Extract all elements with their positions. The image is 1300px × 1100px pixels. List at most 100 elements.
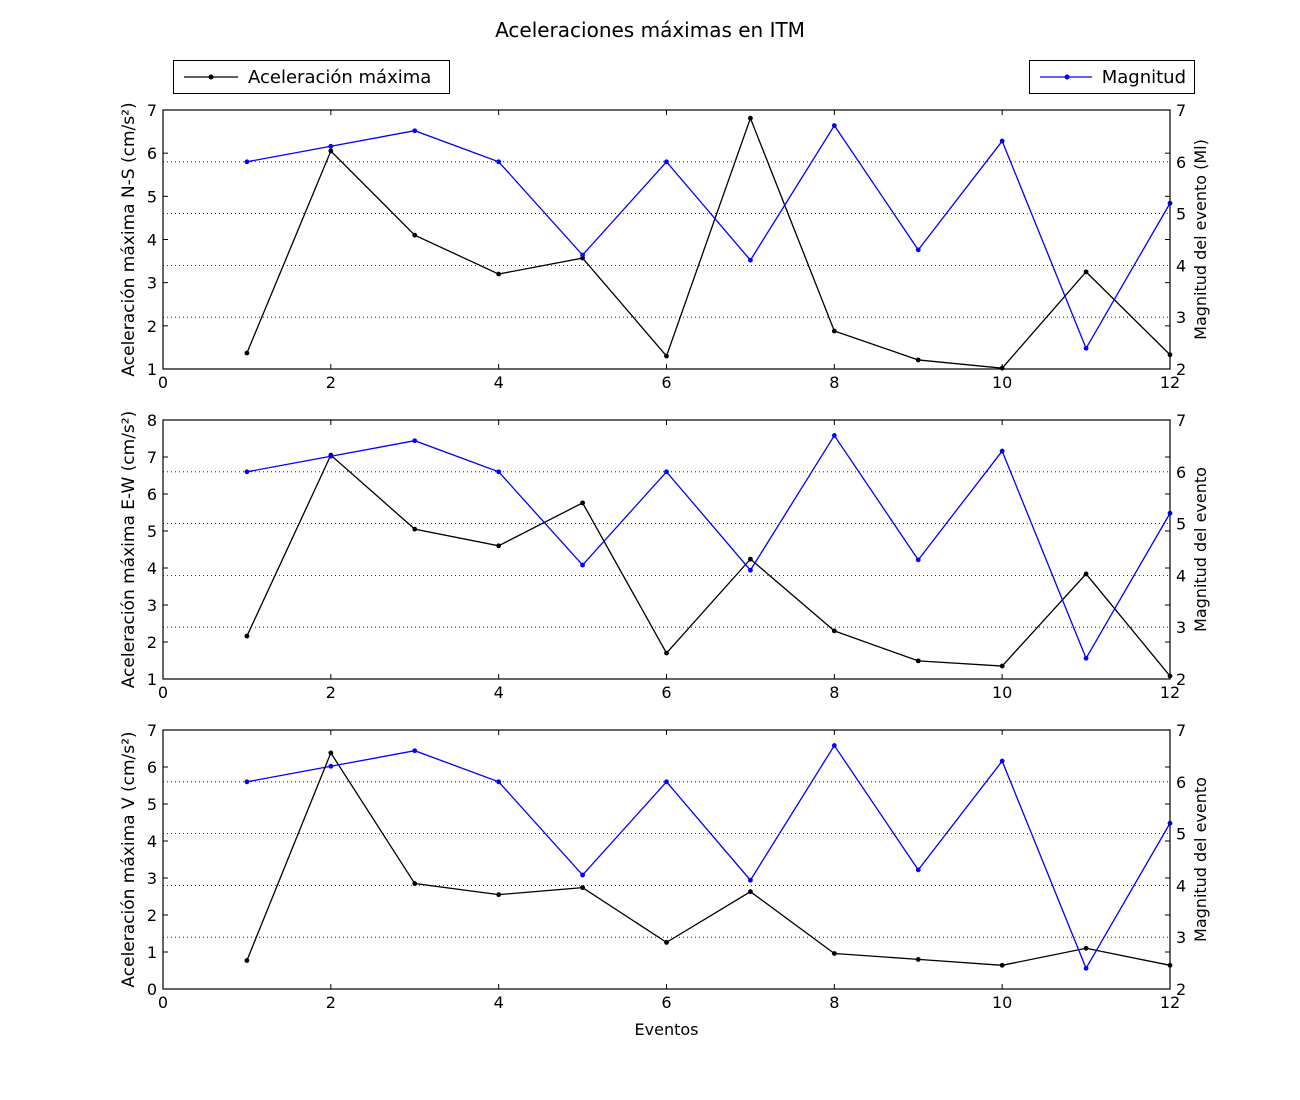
y2-axis-label: Magnitud del evento (Ml) [1191, 139, 1210, 340]
x-tick-label: 10 [992, 373, 1012, 392]
y-tick-label: 5 [147, 187, 157, 206]
x-tick-label: 8 [829, 683, 839, 702]
data-point-acceleration [580, 500, 585, 506]
data-point-acceleration [999, 962, 1005, 968]
series-line-acceleration [246, 116, 1171, 369]
legend-swatch-acceleration [184, 74, 238, 80]
data-point-acceleration [580, 255, 585, 261]
data-point-acceleration [915, 658, 921, 664]
y2-tick-label: 2 [1176, 980, 1186, 999]
data-point-magnitude [1083, 345, 1089, 351]
x-tick-label: 12 [1160, 993, 1180, 1012]
y-tick-label: 1 [147, 670, 157, 689]
y-axis-label: Aceleración máxima V (cm/s²) [119, 731, 139, 987]
data-point-acceleration [915, 357, 921, 363]
data-point-magnitude [412, 438, 418, 444]
data-point-magnitude [915, 557, 921, 563]
y2-tick-label: 3 [1176, 618, 1186, 637]
data-point-magnitude [328, 143, 334, 149]
y-tick-label: 1 [147, 360, 157, 379]
data-point-magnitude [244, 779, 250, 785]
y2-tick-label: 2 [1176, 670, 1186, 689]
y2-tick-label: 6 [1176, 463, 1186, 482]
x-tick-label: 12 [1160, 373, 1180, 392]
y-tick-label: 6 [147, 485, 157, 504]
y2-tick-label: 4 [1176, 566, 1186, 585]
y-tick-label: 4 [147, 231, 157, 250]
data-point-acceleration [328, 750, 334, 756]
data-point-acceleration [1167, 673, 1173, 679]
series-line-magnitude [246, 434, 1171, 660]
y2-axis-label: Magnitud del evento [1191, 467, 1210, 632]
legend-label-magnitude: Magnitud [1101, 66, 1186, 88]
y-tick-label: 6 [147, 144, 157, 163]
y-tick-label: 0 [147, 980, 157, 999]
data-point-magnitude [748, 257, 753, 263]
data-point-magnitude [664, 159, 669, 165]
data-point-magnitude [244, 469, 250, 475]
axes-frame [162, 109, 1171, 370]
data-point-acceleration [915, 957, 921, 962]
data-point-acceleration [999, 365, 1005, 371]
data-point-magnitude [244, 159, 250, 165]
data-point-acceleration [664, 353, 669, 359]
x-tick-label: 8 [829, 993, 839, 1012]
data-point-magnitude [831, 433, 837, 438]
data-point-acceleration [1167, 962, 1173, 968]
y2-tick-label: 7 [1176, 411, 1186, 430]
x-tick-label: 10 [992, 683, 1012, 702]
y2-tick-label: 7 [1176, 101, 1186, 120]
x-tick-label: 2 [326, 373, 336, 392]
data-point-magnitude [664, 469, 669, 475]
y2-axis-label: Magnitud del evento [1191, 777, 1210, 942]
data-point-acceleration [412, 232, 418, 238]
y2-tick-label: 5 [1176, 515, 1186, 534]
data-point-magnitude [496, 159, 502, 165]
data-point-acceleration [664, 939, 669, 945]
data-point-acceleration [748, 556, 753, 562]
y-tick-label: 2 [147, 317, 157, 336]
data-point-acceleration [412, 526, 418, 532]
data-point-acceleration [1167, 352, 1173, 358]
series-line-acceleration [246, 454, 1171, 677]
data-point-magnitude [748, 877, 753, 883]
data-point-magnitude [1167, 820, 1173, 826]
data-point-acceleration [496, 271, 502, 277]
data-point-magnitude [1083, 965, 1089, 971]
y2-tick-label: 5 [1176, 205, 1186, 224]
y-tick-label: 8 [147, 411, 157, 430]
data-point-acceleration [664, 650, 669, 656]
data-point-magnitude [580, 252, 585, 258]
y2-tick-label: 4 [1176, 256, 1186, 275]
x-tick-label: 4 [494, 373, 504, 392]
legend-label-acceleration: Aceleración máxima [248, 66, 432, 88]
y2-tick-label: 6 [1176, 153, 1186, 172]
series-line-magnitude [246, 744, 1171, 970]
x-tick-label: 6 [661, 373, 671, 392]
axes-frame [162, 419, 1171, 680]
y2-tick-label: 3 [1176, 308, 1186, 327]
axes-frame [162, 729, 1171, 990]
chart-title: Aceleraciones máximas en ITM [495, 18, 805, 42]
y2-tick-label: 2 [1176, 360, 1186, 379]
x-tick-label: 6 [661, 993, 671, 1012]
y-tick-label: 5 [147, 522, 157, 541]
y2-tick-label: 6 [1176, 773, 1186, 792]
x-tick-label: 6 [661, 683, 671, 702]
y-tick-label: 3 [147, 274, 157, 293]
x-tick-label: 2 [326, 683, 336, 702]
y2-tick-label: 7 [1176, 721, 1186, 740]
x-tick-label: 0 [158, 993, 168, 1012]
data-point-acceleration [1083, 571, 1089, 577]
data-point-magnitude [580, 562, 585, 568]
data-point-magnitude [999, 448, 1005, 454]
x-axis-label: Eventos [635, 1020, 699, 1039]
data-point-magnitude [831, 743, 837, 748]
data-point-magnitude [664, 779, 669, 785]
data-point-magnitude [496, 779, 502, 785]
data-point-acceleration [412, 881, 418, 886]
y-tick-label: 3 [147, 596, 157, 615]
data-point-magnitude [580, 872, 585, 878]
data-point-magnitude [915, 247, 921, 253]
